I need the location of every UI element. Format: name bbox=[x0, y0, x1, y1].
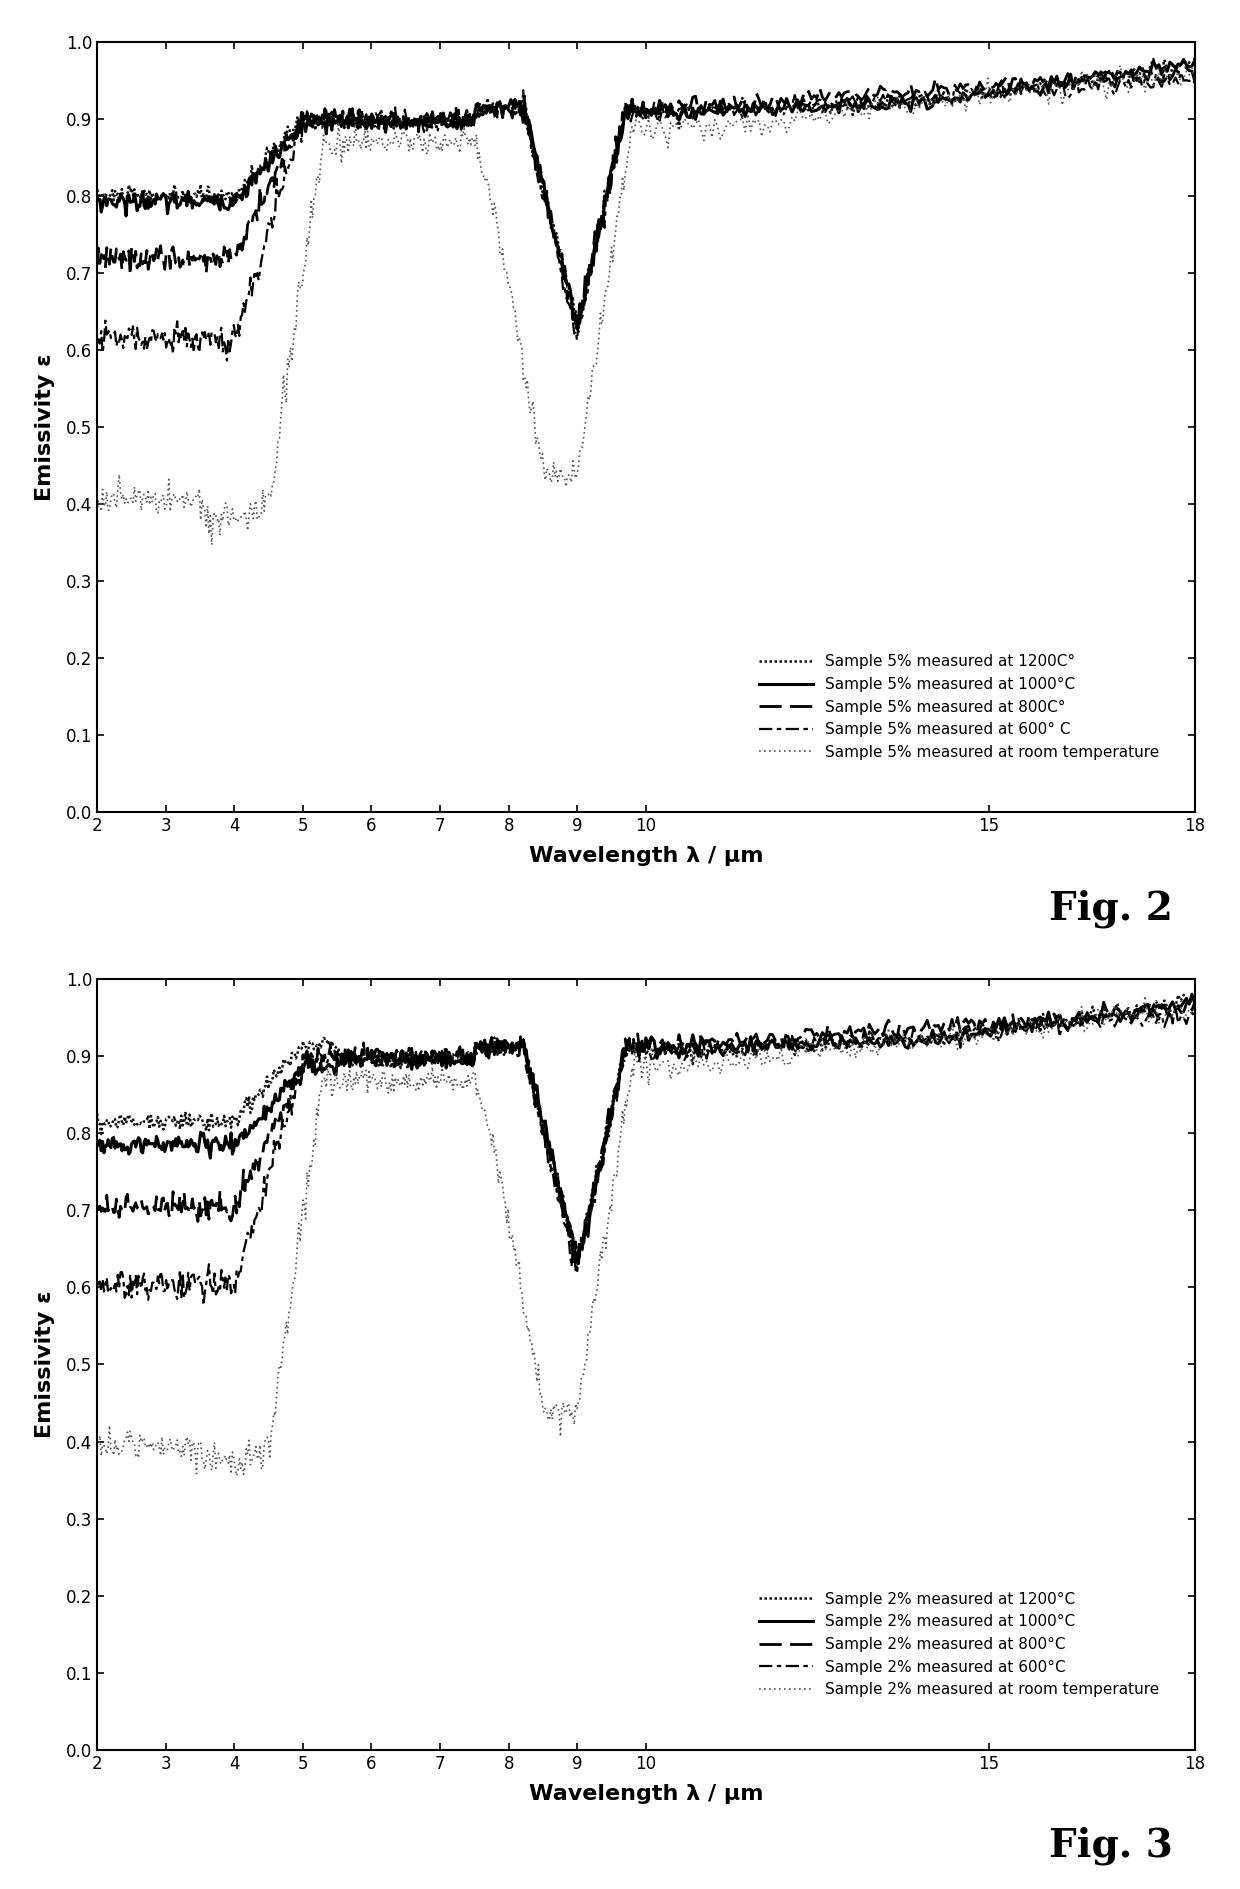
X-axis label: Wavelength λ / μm: Wavelength λ / μm bbox=[528, 1783, 763, 1804]
Y-axis label: Emissivity ε: Emissivity ε bbox=[35, 353, 55, 501]
Y-axis label: Emissivity ε: Emissivity ε bbox=[35, 1290, 55, 1438]
Legend: Sample 2% measured at 1200°C, Sample 2% measured at 1000°C, Sample 2% measured a: Sample 2% measured at 1200°C, Sample 2% … bbox=[753, 1585, 1166, 1704]
Text: Fig. 2: Fig. 2 bbox=[1049, 890, 1173, 927]
X-axis label: Wavelength λ / μm: Wavelength λ / μm bbox=[528, 846, 763, 865]
Legend: Sample 5% measured at 1200C°, Sample 5% measured at 1000°C, Sample 5% measured a: Sample 5% measured at 1200C°, Sample 5% … bbox=[753, 648, 1166, 765]
Text: Fig. 3: Fig. 3 bbox=[1049, 1827, 1173, 1864]
